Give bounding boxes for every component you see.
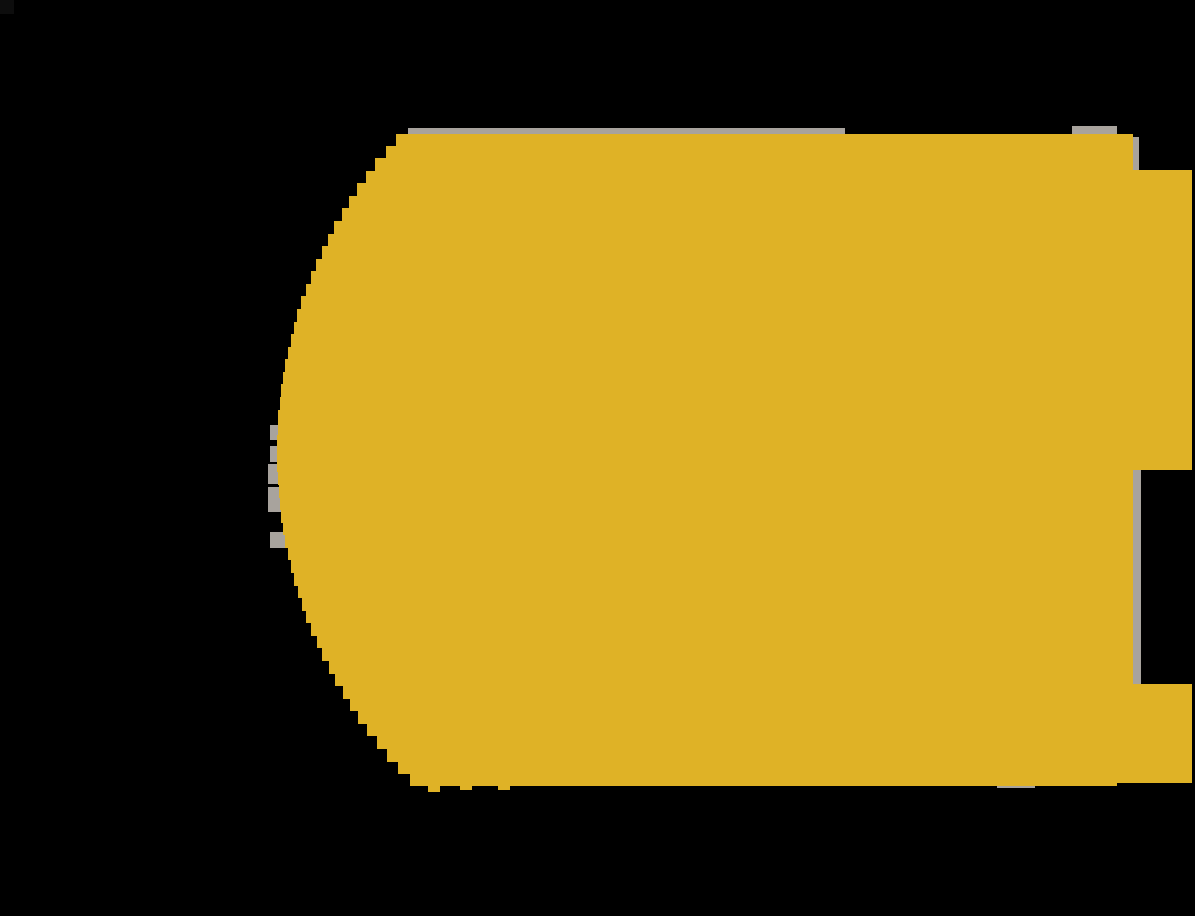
- corner-artifact: [0, 0, 14, 14]
- highlighted-region: [277, 134, 1192, 792]
